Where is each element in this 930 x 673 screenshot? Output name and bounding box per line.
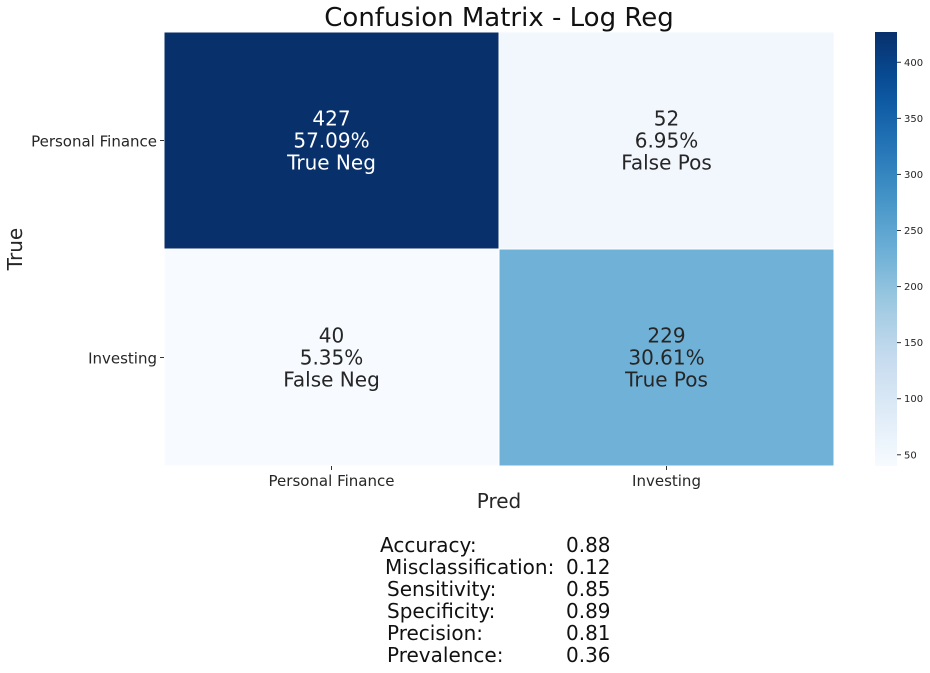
- x-axis-label: Pred: [477, 489, 522, 513]
- cell-annotation: False Pos: [621, 151, 712, 175]
- colorbar-tick-label: 100: [904, 394, 923, 405]
- metric-value: 0.36: [566, 643, 611, 667]
- metric-label: Precision:: [387, 621, 483, 645]
- metric-value: 0.89: [566, 599, 611, 623]
- cell-annotation: 5.35%: [300, 346, 364, 370]
- y-axis-label: True: [3, 228, 27, 271]
- chart-title: Confusion Matrix - Log Reg: [324, 3, 673, 33]
- metric-value: 0.81: [566, 621, 611, 645]
- colorbar-tick-label: 250: [904, 226, 923, 237]
- heatmap-cell: [163, 31, 500, 250]
- colorbar-tick-label: 400: [904, 58, 923, 69]
- heatmap-cell: [163, 248, 500, 467]
- colorbar-tick-label: 200: [904, 282, 923, 293]
- x-tick-label: Personal Finance: [269, 472, 395, 490]
- cell-annotation: 52: [654, 107, 679, 131]
- metric-label: Sensitivity:: [387, 577, 497, 601]
- cell-annotation: False Neg: [283, 368, 380, 392]
- cell-annotation: 30.61%: [628, 346, 704, 370]
- colorbar-tick-label: 150: [904, 338, 923, 349]
- metric-label: Prevalence:: [387, 643, 504, 667]
- cell-annotation: True Pos: [624, 368, 708, 392]
- metric-value: 0.12: [566, 555, 611, 579]
- cell-annotation: 229: [647, 324, 685, 348]
- metric-label: Misclassification:: [385, 555, 555, 579]
- colorbar-tick-label: 300: [904, 170, 923, 181]
- heatmap-cell: [498, 31, 835, 250]
- cell-annotation: True Neg: [286, 151, 376, 175]
- confusion-matrix-chart: Confusion Matrix - Log Reg42757.09%True …: [3, 3, 923, 513]
- cell-annotation: 40: [319, 324, 344, 348]
- metric-value: 0.85: [566, 577, 611, 601]
- colorbar-tick-label: 350: [904, 114, 923, 125]
- cell-annotation: 57.09%: [293, 129, 369, 153]
- cell-annotation: 427: [312, 107, 350, 131]
- colorbar: [875, 32, 897, 466]
- x-tick-label: Investing: [632, 472, 701, 490]
- heatmap-cell: [498, 248, 835, 467]
- cell-annotation: 6.95%: [635, 129, 699, 153]
- metric-label: Specificity:: [387, 599, 496, 623]
- colorbar-tick-label: 50: [904, 450, 917, 461]
- y-tick-label: Investing: [88, 350, 157, 368]
- metric-label: Accuracy:: [380, 533, 477, 557]
- metric-value: 0.88: [566, 533, 611, 557]
- y-tick-label: Personal Finance: [31, 133, 157, 151]
